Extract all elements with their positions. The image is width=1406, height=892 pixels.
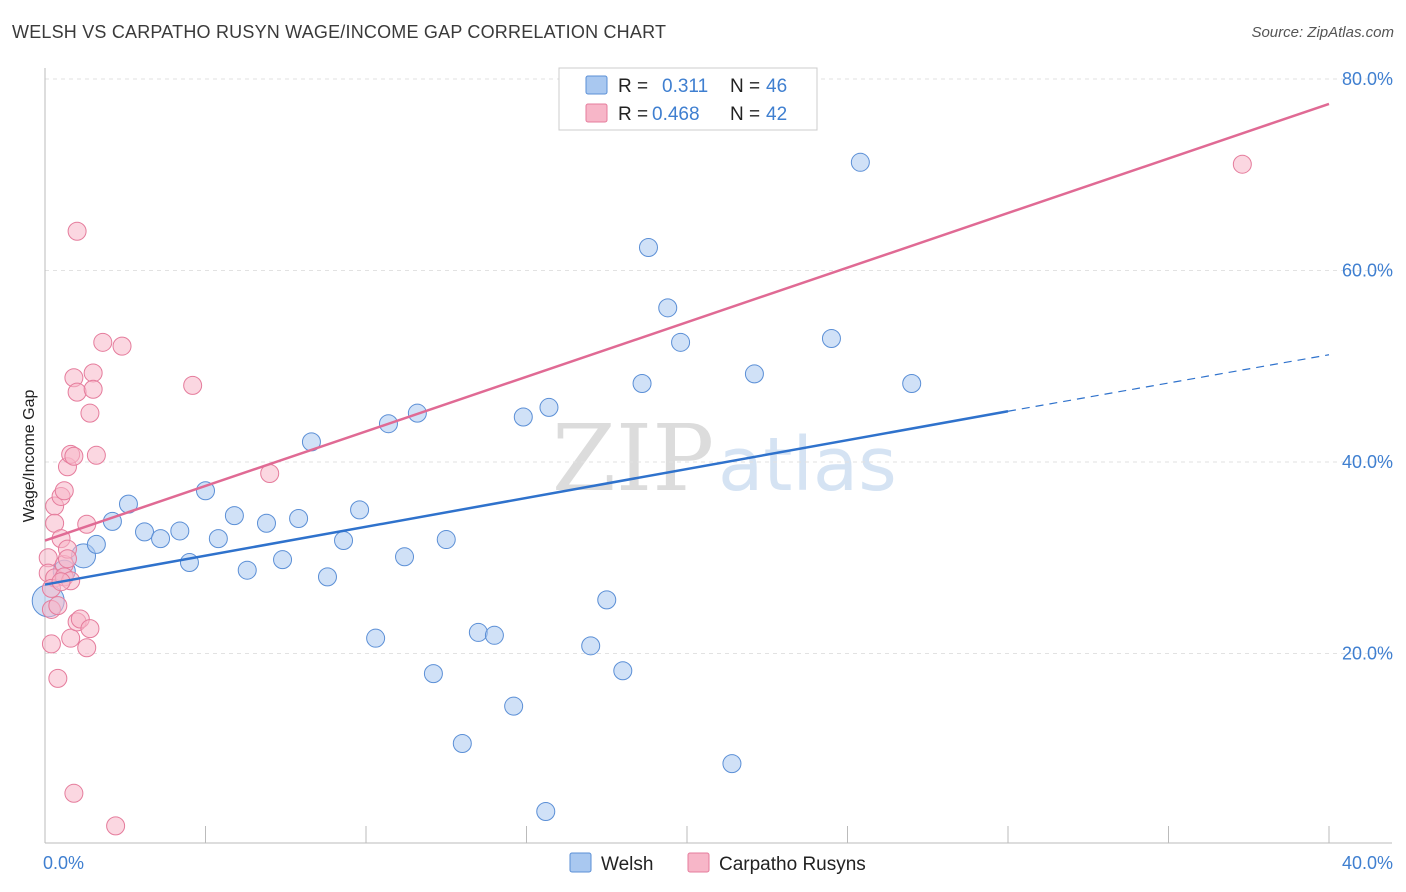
welsh-point: [334, 531, 354, 551]
welsh-point: [671, 332, 691, 352]
y-tick-label: 80.0%: [1342, 69, 1393, 89]
welsh-legend-swatch: [585, 75, 608, 95]
correlation-legend: R = 0.311 N = 46 R = 0.468 N = 42: [558, 67, 818, 131]
welsh-point: [581, 636, 601, 656]
welsh-point: [237, 560, 257, 580]
x-tick-label: 40.0%: [1342, 853, 1393, 873]
rusyn-point: [86, 445, 106, 465]
welsh-point: [208, 529, 228, 549]
rusyn-legend-label: Carpatho Rusyns: [719, 854, 866, 875]
legend-r-value-rusyn: 0.468: [652, 104, 700, 125]
welsh-point: [597, 590, 617, 610]
legend-n-label-welsh: N =: [730, 76, 760, 97]
rusyn-point: [83, 379, 103, 399]
watermark-zip: ZIP: [552, 405, 714, 512]
welsh-point: [256, 513, 276, 533]
welsh-point: [151, 529, 171, 549]
rusyn-point: [64, 446, 84, 466]
rusyn-point: [80, 403, 100, 423]
welsh-point: [504, 696, 524, 716]
legend-r-label-welsh: R =: [618, 76, 648, 97]
rusyn-point: [64, 783, 84, 803]
welsh-point: [850, 152, 870, 172]
welsh-point: [273, 550, 293, 570]
y-tick-label: 40.0%: [1342, 452, 1393, 472]
rusyn-point: [83, 363, 103, 383]
rusyn-point: [183, 375, 203, 395]
rusyn-point: [77, 638, 97, 658]
welsh-point: [366, 628, 386, 648]
welsh-point: [658, 298, 678, 318]
welsh-point: [902, 373, 922, 393]
rusyn-point: [80, 619, 100, 639]
welsh-point: [86, 534, 106, 554]
series-legend: Welsh Carpatho Rusyns: [569, 852, 866, 875]
welsh-swatch: [569, 852, 592, 873]
welsh-point: [613, 661, 633, 681]
rusyn-point: [112, 336, 132, 356]
welsh-point: [135, 522, 155, 542]
welsh-point: [395, 547, 415, 567]
rusyn-legend-swatch: [585, 103, 608, 123]
rusyn-point: [106, 816, 126, 836]
rusyn-point: [93, 332, 113, 352]
chart-title: WELSH VS CARPATHO RUSYN WAGE/INCOME GAP …: [12, 22, 667, 42]
y-tick-label: 60.0%: [1342, 261, 1393, 281]
welsh-point: [513, 407, 533, 427]
legend-r-value-welsh: 0.311: [662, 76, 708, 97]
rusyn-points: [38, 154, 1252, 836]
rusyn-trend-line: [44, 102, 1330, 542]
legend-r-label-rusyn: R =: [618, 104, 648, 125]
welsh-trend-extension: [1007, 354, 1330, 412]
welsh-point: [452, 734, 472, 754]
rusyn-point: [67, 221, 87, 241]
legend-n-value-welsh: 46: [766, 76, 787, 97]
rusyn-swatch: [687, 852, 710, 873]
y-tick-label: 20.0%: [1342, 644, 1393, 664]
rusyn-point: [61, 628, 81, 648]
welsh-point: [289, 508, 309, 528]
welsh-point: [468, 622, 488, 642]
rusyn-point: [48, 596, 68, 616]
welsh-point: [436, 530, 456, 550]
welsh-trend-line: [44, 410, 1009, 586]
welsh-point: [722, 754, 742, 774]
tick-labels: 20.0% 40.0% 60.0% 80.0% 0.0% 40.0%: [43, 69, 1393, 873]
rusyn-point: [57, 549, 77, 569]
welsh-point: [224, 506, 244, 526]
x-tick-label: 0.0%: [43, 853, 84, 873]
welsh-point: [423, 664, 443, 684]
welsh-legend-label: Welsh: [601, 854, 653, 875]
legend-n-label-rusyn: N =: [730, 104, 760, 125]
welsh-point: [638, 238, 658, 258]
source-credit: Source: ZipAtlas.com: [1251, 24, 1394, 41]
legend-n-value-rusyn: 42: [766, 104, 787, 125]
welsh-point: [170, 521, 190, 541]
welsh-point: [350, 500, 370, 520]
welsh-point: [632, 373, 652, 393]
welsh-point: [536, 801, 556, 821]
welsh-point: [317, 567, 337, 587]
welsh-point: [744, 364, 764, 384]
welsh-point: [539, 397, 559, 417]
trend-lines: [44, 102, 1330, 586]
y-axis-title: Wage/Income Gap: [21, 390, 38, 523]
rusyn-point: [67, 382, 87, 402]
rusyn-point: [1232, 154, 1252, 174]
welsh-point: [484, 625, 504, 645]
rusyn-point: [48, 668, 68, 688]
x-ticks: [205, 826, 1330, 843]
rusyn-point: [54, 481, 74, 501]
welsh-point: [821, 328, 841, 348]
rusyn-point: [41, 634, 61, 654]
axes: [44, 68, 1392, 844]
